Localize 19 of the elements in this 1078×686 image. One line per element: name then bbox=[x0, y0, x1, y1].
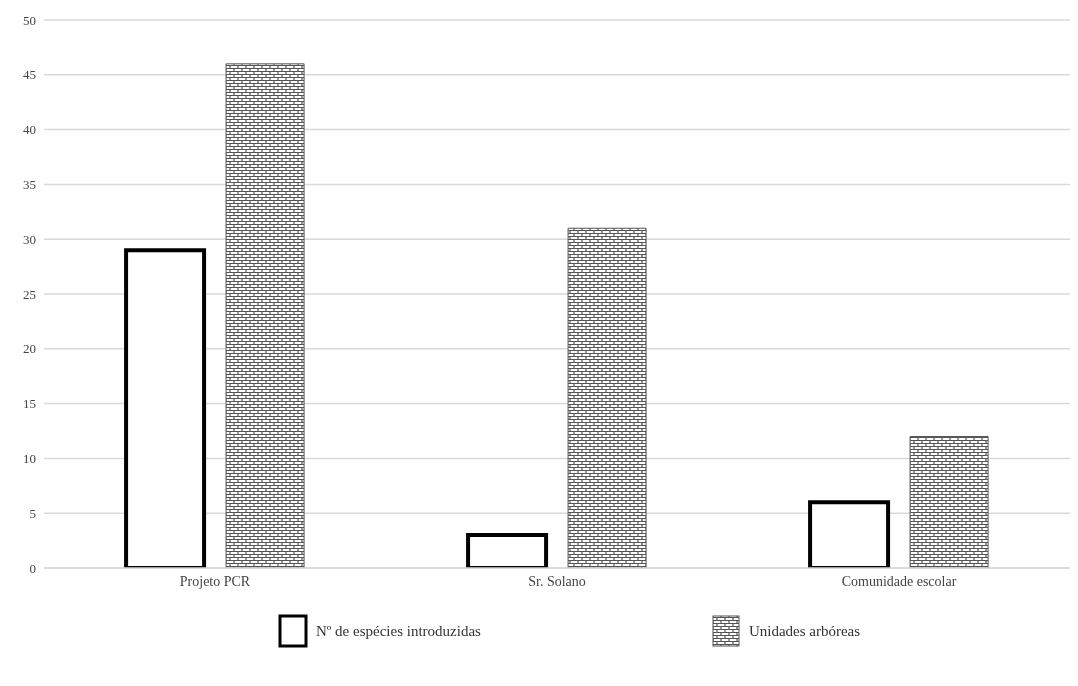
legend-label: Nº de espécies introduzidas bbox=[315, 622, 481, 640]
y-tick-label: 10 bbox=[23, 451, 36, 467]
y-tick-label: 25 bbox=[23, 286, 36, 302]
y-tick-label: 20 bbox=[23, 341, 36, 357]
y-tick-label: 35 bbox=[23, 177, 36, 193]
x-tick-label: Sr. Solano bbox=[528, 573, 586, 589]
x-tick-label: Comunidade escolar bbox=[841, 573, 957, 589]
bar bbox=[567, 227, 647, 568]
y-tick-label: 40 bbox=[23, 122, 36, 138]
bar bbox=[225, 63, 305, 568]
y-tick-label: 45 bbox=[23, 67, 36, 83]
y-tick-label: 50 bbox=[23, 12, 36, 28]
x-tick-label: Projeto PCR bbox=[179, 573, 251, 589]
y-tick-label: 0 bbox=[29, 560, 36, 576]
legend-label: Unidades arbóreas bbox=[748, 622, 861, 640]
y-tick-label: 5 bbox=[29, 505, 36, 521]
y-tick-label: 30 bbox=[23, 231, 36, 247]
y-tick-label: 15 bbox=[23, 396, 36, 412]
bar bbox=[909, 435, 989, 568]
